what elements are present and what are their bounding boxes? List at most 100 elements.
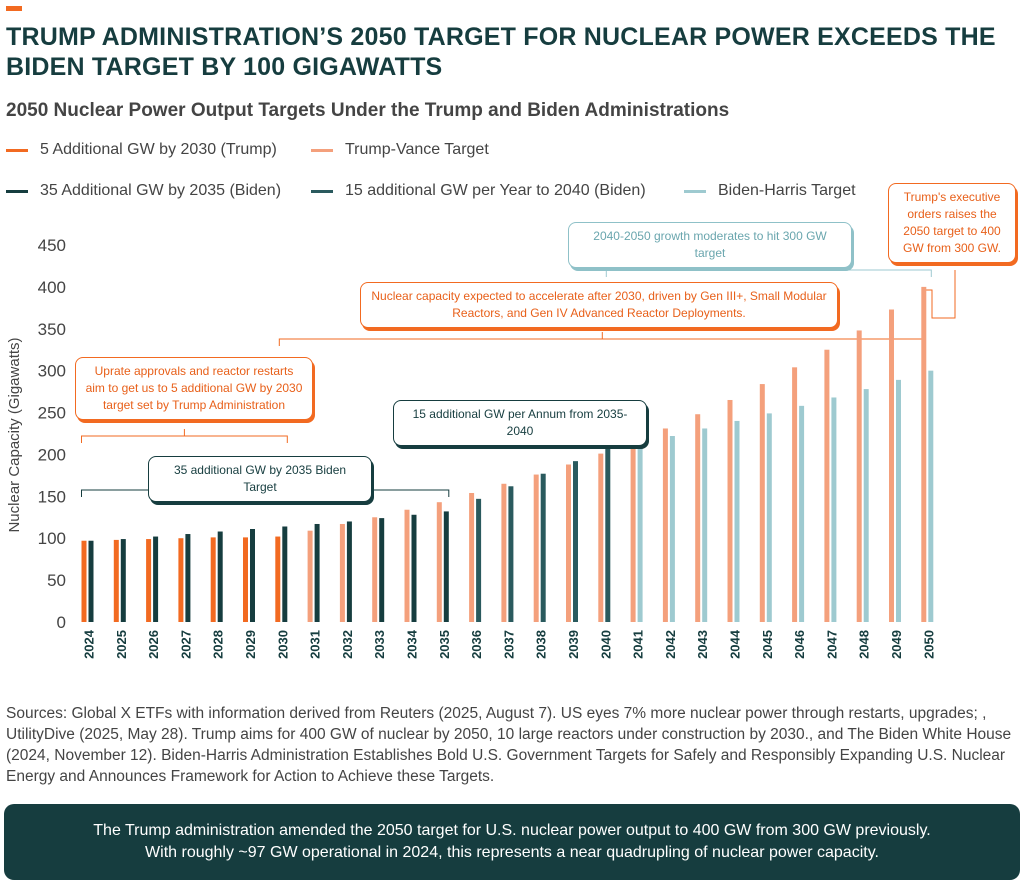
annotation-biden-2035: 35 additional GW by 2035 Biden Target bbox=[148, 456, 372, 502]
y-axis-label: Nuclear Capacity (Gigawatts) bbox=[6, 337, 23, 532]
annotation-per-annum: 15 additional GW per Annum from 2035-204… bbox=[393, 400, 647, 446]
bar-trump-2033 bbox=[372, 517, 378, 622]
footer-line-2: With roughly ~97 GW operational in 2024,… bbox=[145, 844, 879, 861]
bar-biden-2025 bbox=[120, 539, 126, 622]
legend-item-trump-target: Trump-Vance Target bbox=[311, 141, 489, 159]
y-tick-label: 50 bbox=[47, 571, 66, 590]
bar-trump-2042 bbox=[662, 428, 668, 622]
bar-trump-2029 bbox=[243, 537, 248, 622]
y-tick-label: 150 bbox=[38, 487, 66, 506]
bar-biden-2038 bbox=[540, 473, 546, 622]
bar-trump-2036 bbox=[469, 492, 475, 622]
bar-biden-2031 bbox=[314, 523, 320, 622]
bar-biden-2036 bbox=[476, 498, 482, 622]
legend-swatch-trump-2030 bbox=[6, 148, 28, 152]
bar-biden-2030 bbox=[282, 526, 288, 622]
x-tick-label: 2046 bbox=[792, 630, 807, 659]
bar-trump-2037 bbox=[501, 483, 507, 622]
bar-biden-2039 bbox=[573, 461, 578, 622]
bar-biden-2034 bbox=[411, 514, 417, 622]
bar-trump-2025 bbox=[113, 539, 119, 622]
bar-trump-2024 bbox=[81, 540, 87, 622]
x-tick-label: 2036 bbox=[469, 630, 484, 659]
bar-biden-2046 bbox=[799, 405, 805, 622]
bar-biden-2029 bbox=[250, 529, 255, 622]
bracket-line bbox=[605, 269, 932, 277]
x-tick-label: 2037 bbox=[501, 630, 516, 659]
x-tick-label: 2044 bbox=[728, 629, 743, 659]
x-tick-label: 2026 bbox=[146, 630, 161, 659]
legend-swatch-biden-2040 bbox=[311, 189, 333, 193]
bar-biden-2040 bbox=[605, 448, 611, 622]
bar-biden-2043 bbox=[702, 428, 708, 622]
bar-trump-2034 bbox=[404, 509, 410, 622]
bar-biden-2044 bbox=[734, 420, 740, 622]
y-tick-label: 400 bbox=[38, 278, 66, 297]
bar-biden-2035 bbox=[443, 511, 449, 622]
x-tick-label: 2050 bbox=[921, 630, 936, 659]
x-tick-label: 2027 bbox=[178, 630, 193, 659]
bar-trump-2027 bbox=[178, 538, 184, 622]
bar-trump-2048 bbox=[856, 330, 862, 622]
x-tick-label: 2034 bbox=[405, 629, 420, 659]
legend-label: 15 additional GW per Year to 2040 (Biden… bbox=[345, 182, 646, 199]
y-tick-label: 250 bbox=[38, 404, 66, 423]
x-tick-label: 2045 bbox=[760, 630, 775, 659]
bar-trump-2045 bbox=[759, 384, 765, 622]
bar-biden-2042 bbox=[669, 436, 675, 622]
bar-trump-2039 bbox=[566, 464, 571, 622]
legend-label: Biden-Harris Target bbox=[718, 182, 856, 199]
page-title: TRUMP ADMINISTRATION’S 2050 TARGET FOR N… bbox=[6, 23, 996, 81]
legend-item-biden-2035: 35 Additional GW by 2035 (Biden) bbox=[6, 182, 281, 200]
x-tick-label: 2031 bbox=[308, 630, 323, 659]
legend-item-biden-target: Biden-Harris Target bbox=[684, 182, 856, 200]
bar-trump-2046 bbox=[792, 367, 798, 622]
bar-biden-2049 bbox=[896, 379, 901, 622]
x-tick-label: 2028 bbox=[211, 630, 226, 659]
bar-trump-2047 bbox=[824, 349, 830, 622]
bar-trump-2049 bbox=[889, 309, 894, 622]
bar-trump-2040 bbox=[598, 453, 604, 622]
annotation-trump-2050: Trump's executive orders raises the 2050… bbox=[888, 183, 1016, 263]
x-tick-label: 2024 bbox=[82, 629, 97, 659]
x-tick-label: 2029 bbox=[243, 630, 258, 659]
legend-item-trump-2030: 5 Additional GW by 2030 (Trump) bbox=[6, 141, 277, 159]
annotation-uprate: Uprate approvals and reactor restarts ai… bbox=[75, 357, 313, 420]
x-tick-label: 2047 bbox=[824, 630, 839, 659]
bar-trump-2044 bbox=[727, 399, 733, 622]
bar-trump-2038 bbox=[533, 474, 539, 622]
legend-item-biden-2040: 15 additional GW per Year to 2040 (Biden… bbox=[311, 182, 646, 200]
legend-swatch-biden-2035 bbox=[6, 189, 28, 193]
nuclear-capacity-bar-chart: Nuclear Capacity (Gigawatts) 0 50 100 150 20… bbox=[6, 236, 956, 659]
bar-trump-2030 bbox=[275, 536, 281, 622]
bracket-line bbox=[81, 435, 288, 443]
legend-swatch-trump-target bbox=[311, 148, 333, 152]
legend-label: 5 Additional GW by 2030 (Trump) bbox=[40, 141, 277, 158]
legend-label: Trump-Vance Target bbox=[345, 141, 489, 158]
y-tick-label: 300 bbox=[38, 362, 66, 381]
bar-biden-2041 bbox=[637, 442, 643, 622]
y-tick-label: 450 bbox=[38, 236, 66, 255]
bar-biden-2024 bbox=[88, 540, 94, 622]
x-tick-label: 2040 bbox=[598, 630, 613, 659]
bracket-line bbox=[278, 338, 926, 346]
bar-biden-2037 bbox=[508, 486, 514, 622]
footer-summary-box: The Trump administration amended the 205… bbox=[4, 804, 1020, 880]
x-tick-label: 2032 bbox=[340, 630, 355, 659]
bar-trump-2035 bbox=[436, 502, 442, 622]
bar-biden-2047 bbox=[831, 397, 837, 622]
bar-biden-2026 bbox=[153, 536, 159, 622]
x-tick-label: 2025 bbox=[114, 630, 129, 659]
x-tick-label: 2048 bbox=[857, 630, 872, 659]
x-tick-label: 2049 bbox=[889, 630, 904, 659]
x-tick-label: 2043 bbox=[695, 630, 710, 659]
sources-text: Sources: Global X ETFs with information … bbox=[6, 705, 1012, 785]
x-tick-label: 2039 bbox=[566, 630, 581, 659]
bar-trump-2043 bbox=[695, 414, 701, 622]
title-accent-bar bbox=[6, 6, 22, 11]
annotation-accelerate-2030: Nuclear capacity expected to accelerate … bbox=[360, 282, 838, 328]
bar-biden-2027 bbox=[185, 534, 191, 622]
x-tick-label: 2033 bbox=[372, 630, 387, 659]
bar-trump-2026 bbox=[146, 539, 152, 622]
x-tick-label: 2035 bbox=[437, 630, 452, 659]
